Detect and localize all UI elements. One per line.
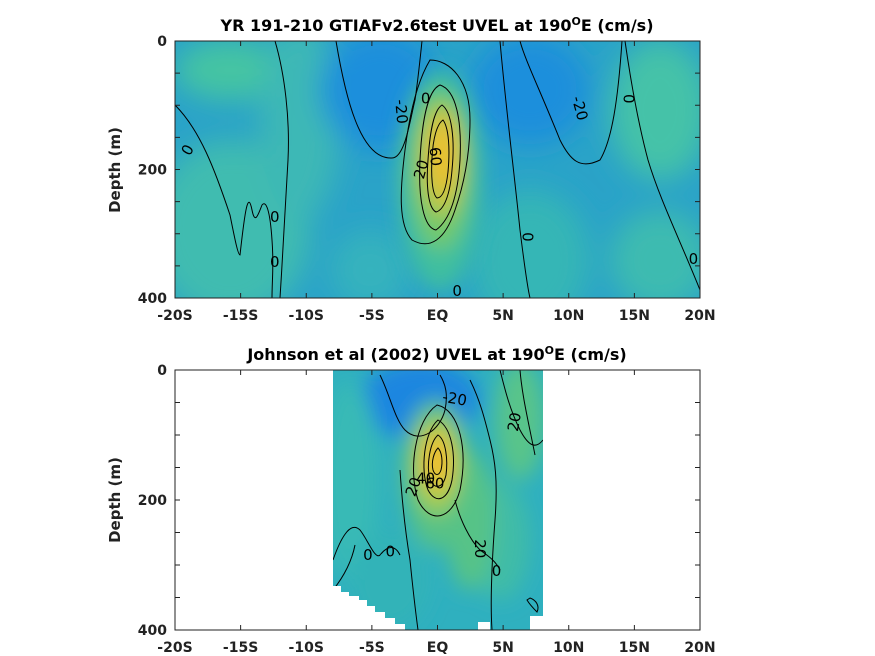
bottom-y-tick-label: 200 <box>138 493 167 509</box>
bottom-contours <box>333 370 543 630</box>
bottom-contour-label: 20 <box>471 539 489 558</box>
top-y-tick-label: 200 <box>138 163 167 179</box>
bottom-contour-label: 0 <box>385 543 395 561</box>
top-x-tick-label: -20S <box>157 308 192 324</box>
top-contour-label: 0 <box>518 232 536 242</box>
top-x-tick-label: -5S <box>359 308 385 324</box>
top-x-tick-label: -15S <box>223 308 258 324</box>
bottom-y-tick-label: 400 <box>138 623 167 639</box>
top-x-axis: -20S -15S -10S -5S EQ 5N 10N 15N 20N <box>157 41 716 324</box>
bottom-title: Johnson et al (2002) UVEL at 190OE (cm/s… <box>246 344 626 364</box>
bottom-x-tick-label: -5S <box>359 640 385 656</box>
bottom-contour-label: 0 <box>492 562 502 580</box>
bottom-contour-label: 60 <box>425 474 444 492</box>
bottom-panel: Johnson et al (2002) UVEL at 190OE (cm/s… <box>106 344 716 656</box>
bottom-colorfield <box>333 370 543 630</box>
top-contour-label: 0 <box>421 89 431 107</box>
bottom-x-tick-label: EQ <box>427 640 449 656</box>
bottom-contour-label: 40 <box>416 470 435 488</box>
bottom-y-label: Depth (m) <box>106 457 124 543</box>
top-title: YR 191-210 GTIAFv2.6test UVEL at 190OE (… <box>219 15 653 35</box>
top-panel: YR 191-210 GTIAFv2.6test UVEL at 190OE (… <box>106 15 716 324</box>
bottom-missing-mask <box>333 586 543 630</box>
top-x-tick-label: -10S <box>289 308 324 324</box>
bottom-x-tick-label: -15S <box>223 640 258 656</box>
top-contour-label: -20 <box>391 99 411 125</box>
bottom-contour-label: 20 <box>504 411 525 433</box>
bottom-x-tick-label: 20N <box>684 640 715 656</box>
top-colorfield <box>175 41 700 298</box>
bottom-x-axis: -20S -15S -10S -5S EQ 5N 10N 15N 20N <box>157 370 716 656</box>
top-contour-label: -20 <box>568 94 592 122</box>
top-contour-label: 20 <box>410 158 432 181</box>
top-y-label: Depth (m) <box>106 127 124 213</box>
top-contours <box>175 41 700 298</box>
top-contour-label: 0 <box>689 250 699 268</box>
bottom-x-tick-label: -10S <box>289 640 324 656</box>
bottom-x-tick-label: 10N <box>553 640 584 656</box>
top-x-tick-label: 15N <box>619 308 650 324</box>
top-contour-label: 60 <box>426 146 446 167</box>
bottom-contour-label: 0 <box>363 546 373 564</box>
top-x-tick-label: 20N <box>684 308 715 324</box>
top-y-tick-label: 400 <box>138 291 167 307</box>
top-contour-label: 0 <box>619 94 637 104</box>
top-x-tick-label: EQ <box>427 308 449 324</box>
top-contour-label: 0 <box>452 282 462 300</box>
bottom-x-tick-label: -20S <box>157 640 192 656</box>
bottom-contour-label: -20 <box>441 388 468 410</box>
top-x-tick-label: 5N <box>492 308 513 324</box>
bottom-contour-label: 20 <box>402 475 425 499</box>
top-contour-label: 0 <box>270 208 280 226</box>
top-y-tick-label: 0 <box>157 34 167 50</box>
top-x-tick-label: 10N <box>553 308 584 324</box>
bottom-y-tick-label: 0 <box>157 363 167 379</box>
bottom-x-tick-label: 5N <box>492 640 513 656</box>
bottom-x-tick-label: 15N <box>619 640 650 656</box>
top-contour-label: 0 <box>270 253 280 271</box>
